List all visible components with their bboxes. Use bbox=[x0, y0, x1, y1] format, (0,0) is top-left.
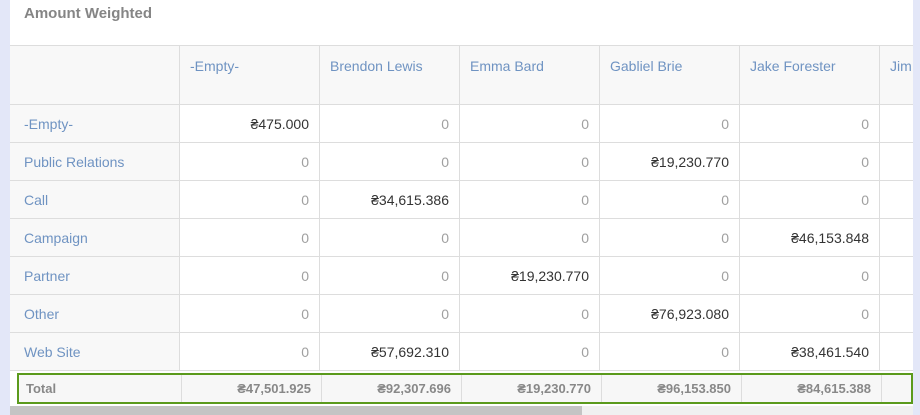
value-cell[interactable]: 0 bbox=[460, 295, 600, 332]
scrollbar-thumb[interactable] bbox=[10, 406, 582, 415]
value-cell[interactable]: ₴76,923.080 bbox=[600, 295, 740, 332]
value-cell[interactable]: 0 bbox=[180, 295, 320, 332]
value-cell[interactable]: ₴34,615.386 bbox=[320, 181, 460, 218]
row-header[interactable]: Call bbox=[10, 181, 180, 218]
column-header[interactable]: -Empty- bbox=[180, 46, 320, 104]
value-cell[interactable]: 0 bbox=[740, 257, 880, 294]
header-row: -Empty- Brendon Lewis Emma Bard Gabliel Bri… bbox=[10, 45, 913, 105]
value-cell[interactable]: 0 bbox=[740, 295, 880, 332]
value-cell[interactable] bbox=[880, 295, 913, 332]
column-header[interactable]: Emma Bard bbox=[460, 46, 600, 104]
row-header[interactable]: Web Site bbox=[10, 333, 180, 370]
table-row: -Empty- ₴475.000 0 0 0 0 bbox=[10, 105, 913, 143]
total-cell: ₴84,615.388 bbox=[742, 375, 882, 402]
value-cell[interactable]: 0 bbox=[460, 219, 600, 256]
value-cell[interactable]: 0 bbox=[320, 105, 460, 142]
value-cell[interactable] bbox=[880, 181, 913, 218]
value-cell[interactable]: 0 bbox=[600, 219, 740, 256]
table-row: Web Site 0 ₴57,692.310 0 0 ₴38,461.540 bbox=[10, 333, 913, 371]
horizontal-scrollbar[interactable] bbox=[10, 406, 913, 415]
value-cell[interactable]: 0 bbox=[600, 257, 740, 294]
value-cell[interactable]: 0 bbox=[600, 333, 740, 370]
table-row: Campaign 0 0 0 0 ₴46,153.848 bbox=[10, 219, 913, 257]
value-cell[interactable]: 0 bbox=[320, 257, 460, 294]
column-header[interactable]: Gabliel Brie bbox=[600, 46, 740, 104]
value-cell[interactable] bbox=[880, 333, 913, 370]
value-cell[interactable]: 0 bbox=[320, 295, 460, 332]
column-header[interactable]: Jim bbox=[880, 46, 913, 104]
table-row: Public Relations 0 0 0 ₴19,230.770 0 bbox=[10, 143, 913, 181]
row-header[interactable]: Campaign bbox=[10, 219, 180, 256]
value-cell[interactable]: ₴57,692.310 bbox=[320, 333, 460, 370]
pivot-table: -Empty- Brendon Lewis Emma Bard Gabliel Bri… bbox=[10, 45, 913, 371]
total-cell: ₴92,307.696 bbox=[322, 375, 462, 402]
column-header[interactable]: Jake Forester bbox=[740, 46, 880, 104]
corner-cell bbox=[10, 46, 180, 104]
table-row: Other 0 0 0 ₴76,923.080 0 bbox=[10, 295, 913, 333]
value-cell[interactable]: ₴19,230.770 bbox=[600, 143, 740, 180]
value-cell[interactable]: 0 bbox=[460, 333, 600, 370]
value-cell[interactable]: 0 bbox=[600, 105, 740, 142]
value-cell[interactable]: ₴475.000 bbox=[180, 105, 320, 142]
row-header[interactable]: Other bbox=[10, 295, 180, 332]
value-cell[interactable]: 0 bbox=[460, 181, 600, 218]
value-cell[interactable]: 0 bbox=[180, 333, 320, 370]
value-cell[interactable]: 0 bbox=[180, 181, 320, 218]
total-cell: ₴19,230.770 bbox=[462, 375, 602, 402]
row-header[interactable]: -Empty- bbox=[10, 105, 180, 142]
value-cell[interactable]: ₴38,461.540 bbox=[740, 333, 880, 370]
value-cell[interactable]: 0 bbox=[600, 181, 740, 218]
value-cell[interactable]: 0 bbox=[320, 219, 460, 256]
value-cell[interactable]: 0 bbox=[740, 181, 880, 218]
value-cell[interactable]: 0 bbox=[460, 105, 600, 142]
table-row: Partner 0 0 ₴19,230.770 0 0 bbox=[10, 257, 913, 295]
row-header[interactable]: Public Relations bbox=[10, 143, 180, 180]
value-cell[interactable]: 0 bbox=[180, 257, 320, 294]
column-header[interactable]: Brendon Lewis bbox=[320, 46, 460, 104]
value-cell[interactable] bbox=[880, 143, 913, 180]
value-cell[interactable]: 0 bbox=[180, 219, 320, 256]
value-cell[interactable]: 0 bbox=[320, 143, 460, 180]
value-cell[interactable]: 0 bbox=[460, 143, 600, 180]
value-cell[interactable] bbox=[880, 105, 913, 142]
value-cell[interactable]: 0 bbox=[740, 143, 880, 180]
total-row: Total ₴47,501.925 ₴92,307.696 ₴19,230.770 ₴9… bbox=[17, 373, 913, 404]
value-cell[interactable]: ₴46,153.848 bbox=[740, 219, 880, 256]
value-cell[interactable] bbox=[880, 257, 913, 294]
total-label: Total bbox=[19, 375, 182, 402]
value-cell[interactable]: 0 bbox=[740, 105, 880, 142]
value-cell[interactable]: 0 bbox=[180, 143, 320, 180]
card-title: Amount Weighted bbox=[24, 5, 153, 22]
pivot-card: Amount Weighted -Empty- Brendon Lewis Emma… bbox=[10, 0, 913, 415]
value-cell[interactable]: ₴19,230.770 bbox=[460, 257, 600, 294]
row-header[interactable]: Partner bbox=[10, 257, 180, 294]
value-cell[interactable] bbox=[880, 219, 913, 256]
total-cell: ₴96,153.850 bbox=[602, 375, 742, 402]
table-row: Call 0 ₴34,615.386 0 0 0 bbox=[10, 181, 913, 219]
total-cell: ₴47,501.925 bbox=[182, 375, 322, 402]
total-cell bbox=[882, 375, 913, 402]
